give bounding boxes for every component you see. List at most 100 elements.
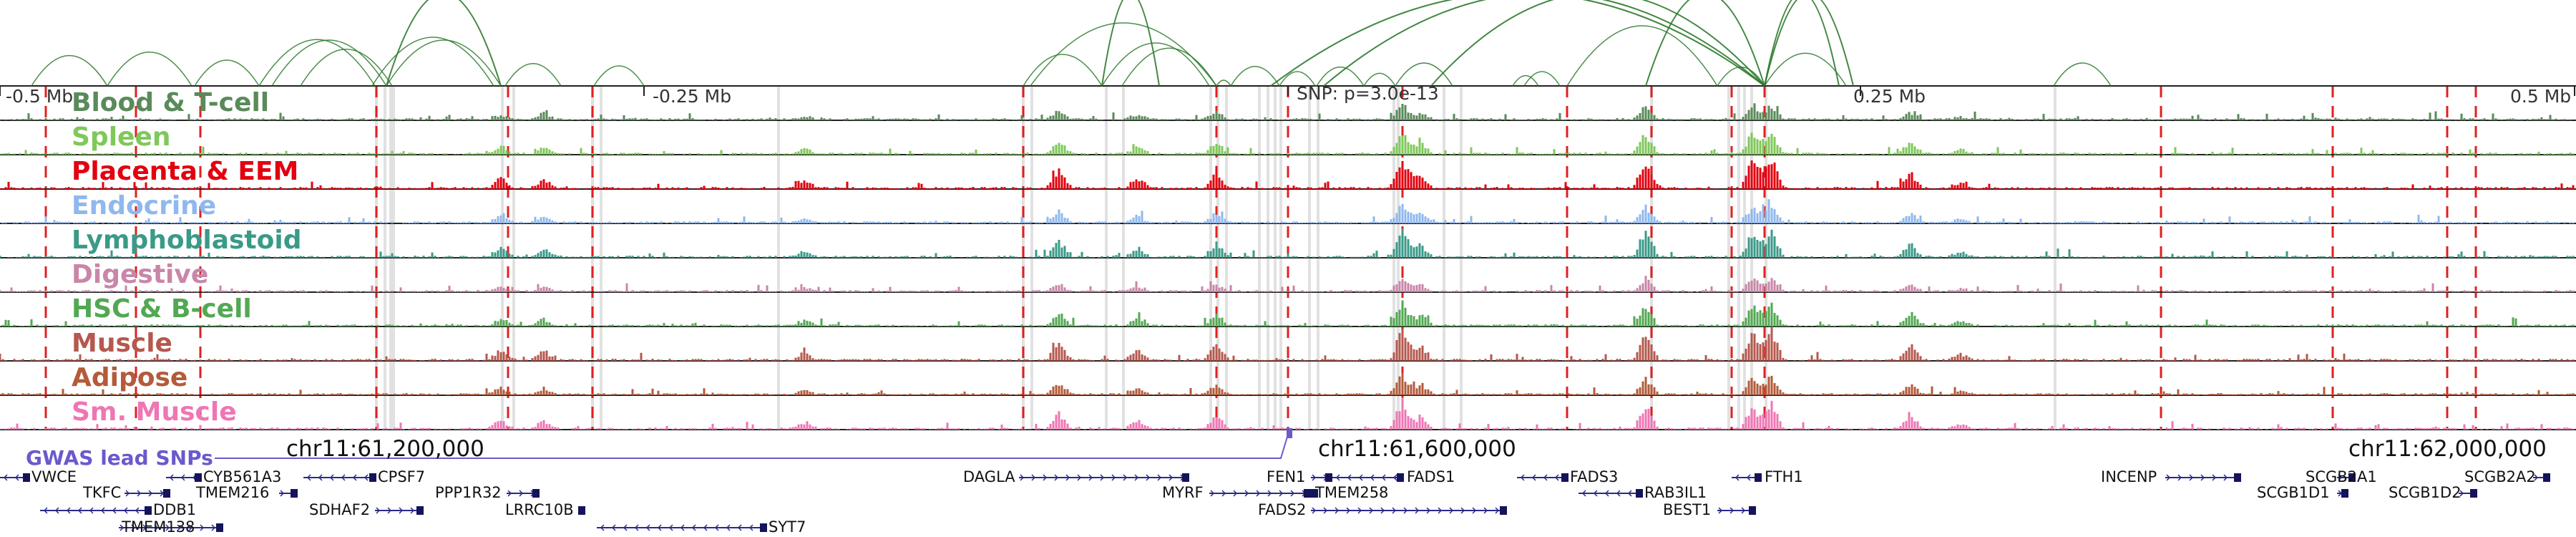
gene-strand-arrow <box>1746 474 1751 481</box>
gene-strand-arrow <box>306 474 311 481</box>
gene-strand-arrow <box>2459 490 2464 497</box>
gene-strand-arrow <box>1312 507 1317 514</box>
track-label-spleen: Spleen <box>72 122 171 152</box>
track-signal <box>0 132 2575 155</box>
loop-arc-long <box>1764 0 1854 87</box>
gene-strand-arrow <box>180 474 185 481</box>
gene-strand-arrow <box>119 524 125 531</box>
loop-arc <box>1717 67 1765 87</box>
track-label-placenta-eem: Placenta & EEM <box>72 157 299 186</box>
loop-arc <box>31 55 108 87</box>
loop-arc <box>271 39 387 87</box>
loop-arc <box>1121 47 1217 87</box>
gene-strand-arrow <box>100 507 105 514</box>
gene-strand-arrow <box>1157 474 1162 481</box>
gene-strand-arrow <box>410 507 415 514</box>
loop-arc <box>386 39 502 87</box>
gene-exon <box>1755 473 1762 482</box>
track-signal <box>0 103 2572 120</box>
gene-strand-arrow <box>507 490 512 497</box>
loop-arc <box>300 49 393 87</box>
track-label-digestive: Digestive <box>72 260 209 289</box>
loop-arc <box>2053 62 2112 87</box>
gene-strand-arrow <box>1438 507 1443 514</box>
gene-strand-arrow <box>1335 474 1340 481</box>
track-signal <box>0 326 2575 361</box>
scale-mid-left-label: -0.25 Mb <box>653 86 732 107</box>
gene-strand-arrow <box>714 524 719 531</box>
gene-scgb2a1: SCGB2A1 <box>2306 468 2377 485</box>
gene-strand-arrow <box>1346 507 1351 514</box>
gene-scgb1d1: SCGB1D1 <box>2257 484 2330 501</box>
gene-exon <box>1304 489 1311 498</box>
gene-ppp1r32: PPP1R32 <box>435 484 502 501</box>
gene-strand-arrow <box>341 474 346 481</box>
track-label-lymphoblastoid: Lymphoblastoid <box>72 226 302 255</box>
gene-strand-arrow <box>89 507 94 514</box>
gene-strand-arrow <box>131 524 136 531</box>
gene-strand-arrow <box>645 524 650 531</box>
loop-arc <box>1764 52 1847 87</box>
coordinate-label-3: chr11:62,000,000 <box>2348 436 2547 462</box>
track-label-blood-t-cell: Blood & T-cell <box>72 88 270 117</box>
loop-arc <box>593 65 645 87</box>
gene-strand-arrow <box>1256 490 1261 497</box>
gene-exon <box>2348 473 2356 482</box>
loop-arc <box>371 37 494 87</box>
gene-scgb2a2: SCGB2A2 <box>2464 468 2536 485</box>
gene-strand-arrow <box>1593 490 1598 497</box>
gene-strand-arrow <box>1381 474 1386 481</box>
track-signal <box>0 276 2575 292</box>
loop-arc <box>1230 66 1280 87</box>
loop-arc <box>1363 72 1396 87</box>
gene-fen1: FEN1 <box>1267 468 1306 485</box>
gene-strand-arrow <box>1415 507 1420 514</box>
gene-strand-arrow <box>1472 507 1477 514</box>
gene-strand-arrow <box>1392 474 1397 481</box>
coordinate-label-2: chr11:61,600,000 <box>1318 436 1516 462</box>
scale-left-label: -0.5 Mb <box>6 86 74 107</box>
gwas-connector-line <box>215 429 1290 459</box>
gene-strand-arrow <box>1449 507 1454 514</box>
gene-strand-arrow <box>1244 490 1249 497</box>
gene-strand-arrow <box>1146 474 1151 481</box>
gene-strand-arrow <box>54 507 59 514</box>
gene-strand-arrow <box>1403 507 1408 514</box>
gene-strand-arrow <box>1543 474 1548 481</box>
gwas-lead-snps-label: GWAS lead SNPs <box>26 446 213 470</box>
loop-arc <box>1395 62 1453 87</box>
gene-exon <box>416 506 424 515</box>
gene-strand-arrow <box>1043 474 1048 481</box>
gene-strand-arrow <box>1357 507 1362 514</box>
gene-strand-arrow <box>703 524 708 531</box>
gene-strand-arrow <box>1554 474 1559 481</box>
gene-exon <box>532 489 540 498</box>
gene-strand-arrow <box>148 490 153 497</box>
gene-strand-arrow <box>154 524 159 531</box>
gene-strand-arrow <box>623 524 628 531</box>
gene-strand-arrow <box>1323 507 1328 514</box>
gene-strand-arrow <box>2177 474 2182 481</box>
gene-strand-arrow <box>657 524 662 531</box>
gene-strand-arrow <box>1065 474 1070 481</box>
gene-strand-arrow <box>66 507 71 514</box>
snp-label: SNP: p=3.0e-13 <box>1297 83 1439 104</box>
gene-strand-arrow <box>177 524 182 531</box>
track-signal <box>0 397 2575 430</box>
gene-strand-arrow <box>77 507 82 514</box>
gene-strand-arrow <box>1358 474 1363 481</box>
gene-strand-arrow <box>1111 474 1116 481</box>
gene-strand-arrow <box>3 474 8 481</box>
gene-strand-arrow <box>1233 490 1238 497</box>
gene-exon <box>2470 489 2477 498</box>
gene-strand-arrow <box>318 474 323 481</box>
gene-strand-arrow <box>680 524 685 531</box>
gene-strand-arrow <box>1735 474 1740 481</box>
loop-arc <box>1216 79 1231 87</box>
gene-strand-arrow <box>364 474 369 481</box>
gene-tmem138: TMEM138 <box>122 518 195 536</box>
track-signal <box>0 300 2575 326</box>
gene-exon <box>578 506 585 515</box>
gene-strand-arrow <box>1741 507 1746 514</box>
